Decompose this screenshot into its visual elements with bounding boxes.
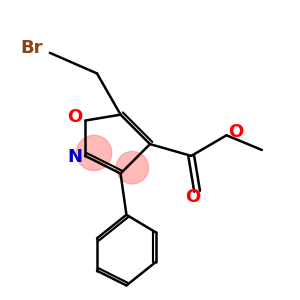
Circle shape	[116, 152, 148, 184]
Text: O: O	[67, 108, 83, 126]
Circle shape	[76, 135, 112, 171]
Text: O: O	[185, 188, 200, 206]
Text: O: O	[228, 123, 243, 141]
Text: N: N	[68, 148, 82, 166]
Text: Br: Br	[20, 39, 43, 57]
